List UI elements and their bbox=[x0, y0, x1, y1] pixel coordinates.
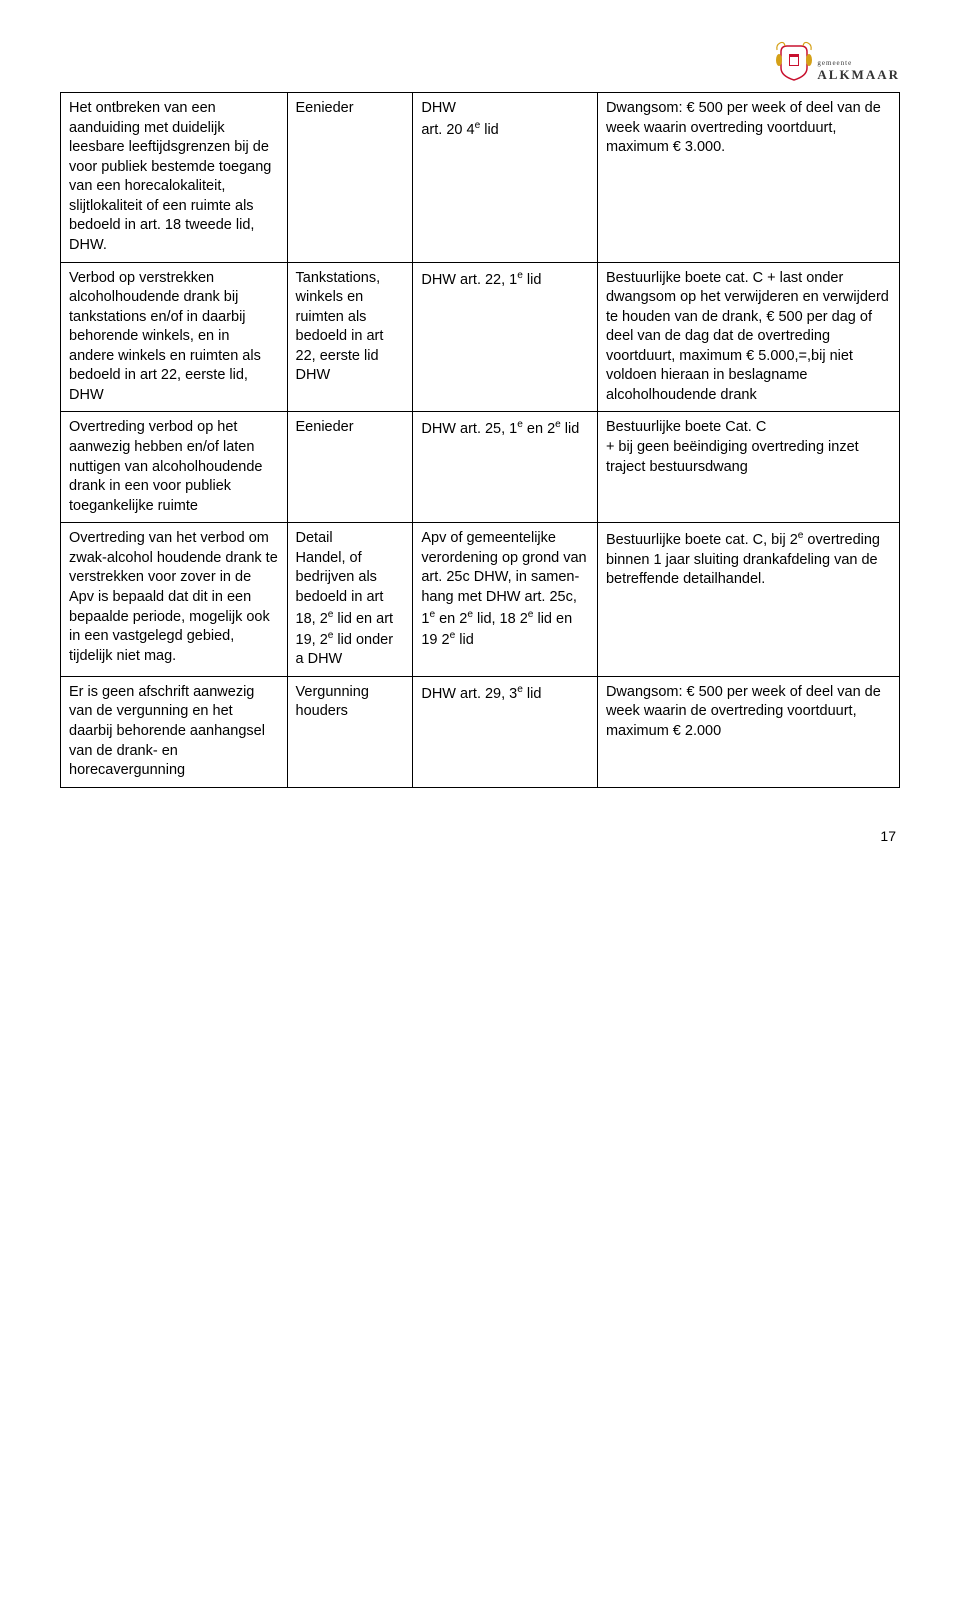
cell-article: Apv of gemeentelijke verordening op gron… bbox=[413, 523, 598, 677]
cell-subject: Vergunning houders bbox=[287, 676, 413, 787]
cell-sanction: Dwangsom: € 500 per week of deel van de … bbox=[597, 93, 899, 263]
header-logo-area: gemeente ALKMAAR bbox=[60, 40, 900, 82]
cell-description: Verbod op verstrekken alcoholhoudende dr… bbox=[61, 262, 288, 412]
page-number: 17 bbox=[60, 828, 900, 844]
cell-article: DHW art. 29, 3e lid bbox=[413, 676, 598, 787]
shield-icon bbox=[775, 40, 813, 82]
cell-sanction: Bestuurlijke boete cat. C + last onder d… bbox=[597, 262, 899, 412]
cell-article: DHW art. 25, 1e en 2e lid bbox=[413, 412, 598, 523]
cell-sanction: Bestuurlijke boete Cat. C+ bij geen beëi… bbox=[597, 412, 899, 523]
table-row: Overtreding verbod op het aanwezig hebbe… bbox=[61, 412, 900, 523]
cell-article: DHWart. 20 4e lid bbox=[413, 93, 598, 263]
cell-subject: Tankstations, winkels en ruimten als bed… bbox=[287, 262, 413, 412]
table-row: Het ontbreken van een aanduiding met dui… bbox=[61, 93, 900, 263]
table-row: Er is geen afschrift aanwezig van de ver… bbox=[61, 676, 900, 787]
regulations-table: Het ontbreken van een aanduiding met dui… bbox=[60, 92, 900, 788]
cell-subject: DetailHandel, of bedrijven als bedoeld i… bbox=[287, 523, 413, 677]
cell-description: Er is geen afschrift aanwezig van de ver… bbox=[61, 676, 288, 787]
cell-description: Het ontbreken van een aanduiding met dui… bbox=[61, 93, 288, 263]
cell-description: Overtreding van het verbod om zwak-alcoh… bbox=[61, 523, 288, 677]
cell-subject: Eenieder bbox=[287, 93, 413, 263]
alkmaar-logo: gemeente ALKMAAR bbox=[775, 40, 900, 82]
cell-article: DHW art. 22, 1e lid bbox=[413, 262, 598, 412]
logo-text-bottom: ALKMAAR bbox=[817, 68, 900, 82]
cell-sanction: Bestuurlijke boete cat. C, bij 2e overtr… bbox=[597, 523, 899, 677]
cell-description: Overtreding verbod op het aanwezig hebbe… bbox=[61, 412, 288, 523]
logo-text: gemeente ALKMAAR bbox=[817, 60, 900, 82]
cell-subject: Eenieder bbox=[287, 412, 413, 523]
cell-sanction: Dwangsom: € 500 per week of deel van de … bbox=[597, 676, 899, 787]
table-body: Het ontbreken van een aanduiding met dui… bbox=[61, 93, 900, 788]
table-row: Overtreding van het verbod om zwak-alcoh… bbox=[61, 523, 900, 677]
table-row: Verbod op verstrekken alcoholhoudende dr… bbox=[61, 262, 900, 412]
